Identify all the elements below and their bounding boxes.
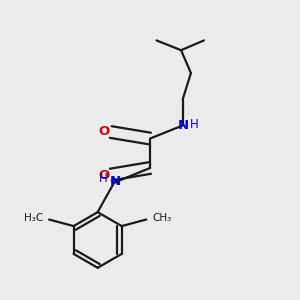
Text: H: H bbox=[99, 172, 108, 185]
Text: CH₃: CH₃ bbox=[152, 213, 171, 223]
Text: N: N bbox=[178, 119, 189, 132]
Text: O: O bbox=[98, 169, 109, 182]
Text: O: O bbox=[98, 124, 109, 137]
Text: N: N bbox=[110, 175, 121, 188]
Text: H₃C: H₃C bbox=[24, 213, 43, 223]
Text: H: H bbox=[190, 118, 199, 131]
